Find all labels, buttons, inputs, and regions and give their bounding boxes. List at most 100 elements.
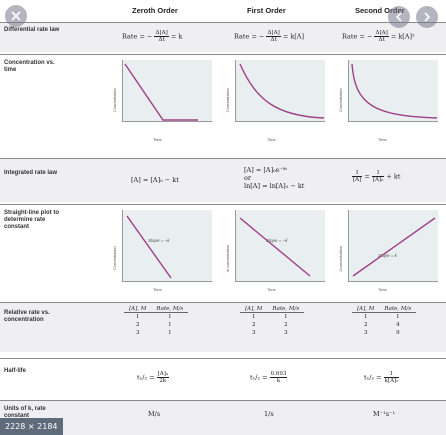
row-shade-units — [0, 400, 446, 435]
rate-cell: 3 — [284, 330, 288, 336]
rate-law-zeroth: Rate = − Δ[A] Δt = k — [122, 30, 182, 43]
halflife-fraction: 1 k[A]₀ — [383, 371, 400, 384]
conc-cell: 2 — [363, 322, 368, 328]
row-label-straightline: Straight-line plot to determine rate con… — [4, 210, 59, 230]
chevron-right-icon — [424, 12, 431, 22]
slope-label-zeroth: Slope = −k — [148, 238, 170, 243]
plot-linear-zeroth — [122, 210, 212, 282]
rate-suffix: = k — [170, 32, 183, 41]
col-rate: Rate, M/s — [379, 306, 417, 313]
row-label-units: Units of k, rate constant — [4, 406, 46, 419]
col-conc: [A], M — [124, 306, 152, 313]
integrated-first: [A] = [A]₀e⁻ᵏᵗ or ln[A] = ln[A]₀ − kt — [244, 166, 304, 190]
y-axis-label: Concentration — [339, 88, 343, 112]
conc-cell: 2 — [135, 322, 140, 328]
equals: = — [364, 172, 372, 181]
row-label-halflife: Half-life — [4, 368, 27, 374]
halflife-fraction: 0.693 k — [269, 371, 288, 384]
rhs-den: [A]₀ — [372, 177, 384, 183]
units-first: 1/s — [264, 410, 274, 418]
hl-num: 0.693 — [269, 371, 288, 378]
x-axis-label: Time — [378, 287, 387, 292]
y-axis-label: Concentration — [226, 88, 230, 112]
close-icon — [11, 11, 21, 21]
integrated-first-ln: ln[A] = ln[A]₀ − kt — [244, 182, 305, 190]
halflife-first: t₁/₂ = 0.693 k — [250, 371, 288, 384]
header-second-order: Second Order — [355, 6, 405, 15]
rate-num: Δ[A] — [374, 30, 389, 37]
close-button[interactable] — [5, 5, 27, 27]
row-divider — [0, 400, 446, 401]
row-label-concentration: Concentration vs. time — [4, 60, 55, 73]
y-axis-label: ln concentration — [226, 245, 230, 272]
units-second: M⁻¹s⁻¹ — [373, 410, 396, 418]
rate-cell: 1 — [396, 314, 400, 320]
hl-den: 2k — [159, 378, 167, 384]
rate-fraction: Δ[A] Δt — [374, 30, 389, 43]
plot-linear-second — [348, 210, 438, 282]
rate-law-first: Rate = − Δ[A] Δt = k[A] — [234, 30, 304, 43]
row-divider — [0, 358, 446, 359]
row-shade-integrated — [0, 158, 446, 202]
curve-first — [239, 63, 325, 119]
conc-cell: 1 — [363, 314, 368, 320]
t-half-label: t₁/₂ = — [364, 373, 382, 382]
rate-cell: 1 — [284, 314, 288, 320]
rate-num: Δ[A] — [266, 30, 281, 37]
lhs-den: [A] — [353, 177, 362, 183]
rate-fraction: Δ[A] Δt — [266, 30, 281, 43]
rate-cell: 2 — [284, 322, 288, 328]
conc-cell: 1 — [135, 314, 140, 320]
rate-cell: 1 — [168, 330, 172, 336]
rate-den: Δt — [270, 37, 277, 43]
line-second — [352, 217, 436, 277]
row-divider — [0, 302, 446, 303]
next-button[interactable] — [416, 6, 438, 28]
rate-cell: 1 — [168, 314, 172, 320]
plot-svg — [239, 63, 325, 119]
x-axis-label: Time — [267, 137, 276, 142]
plot-svg — [126, 215, 172, 279]
col-rate: Rate, M/s — [267, 306, 305, 313]
col-conc: [A], M — [352, 306, 380, 313]
previous-button[interactable] — [388, 6, 410, 28]
row-shade-differential — [0, 22, 446, 52]
row-divider — [0, 54, 446, 55]
integrated-first-or: or — [244, 174, 252, 182]
hl-num: 1 — [383, 371, 400, 378]
integrated-zeroth: [A] = [A]₀ − kt — [131, 176, 179, 184]
rhs-num: 1 — [371, 170, 385, 177]
x-axis-label: Time — [153, 137, 162, 142]
halflife-zeroth: t₁/₂ = [A]₀ 2k — [137, 371, 170, 384]
integrated-second: 1 [A] = 1 [A]₀ + kt — [352, 170, 400, 183]
y-axis-label: 1/concentration — [339, 246, 343, 272]
integrated-first-exp: [A] = [A]₀e⁻ᵏᵗ — [244, 166, 287, 174]
plot-concentration-first — [235, 60, 325, 122]
rate-suffix: = k[A]² — [390, 32, 415, 41]
y-axis-label: Concentration — [113, 88, 117, 112]
rate-law-second: Rate = − Δ[A] Δt = k[A]² — [342, 30, 415, 43]
row-label-integrated: Integrated rate law — [4, 170, 58, 176]
slope-label-second: Slope = k — [378, 253, 397, 258]
x-axis-label: Time — [267, 287, 276, 292]
rate-cell: 9 — [396, 330, 400, 336]
row-label-relative: Relative rate vs. concentration — [4, 310, 50, 323]
plot-svg — [124, 63, 198, 121]
plot-linear-first — [235, 210, 325, 282]
rate-cell: 4 — [396, 322, 400, 328]
halflife-second: t₁/₂ = 1 k[A]₀ — [364, 371, 400, 384]
header-first-order: First Order — [247, 6, 286, 15]
rate-den: Δt — [158, 37, 165, 43]
rate-prefix: Rate = − — [122, 32, 153, 41]
rate-prefix: Rate = − — [234, 32, 265, 41]
row-divider — [0, 204, 446, 205]
rate-prefix: Rate = − — [342, 32, 373, 41]
